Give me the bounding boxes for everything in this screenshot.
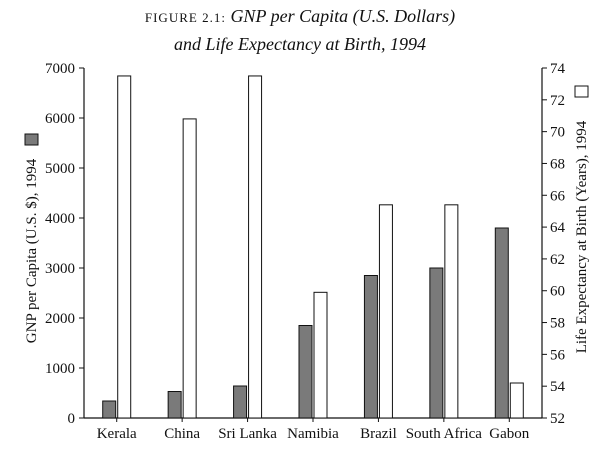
life-expectancy-bar: [182, 118, 197, 419]
left-tick-label: 2000: [45, 311, 75, 327]
right-tick-label: 62: [550, 252, 565, 268]
gnp-bar: [233, 385, 248, 419]
right-tick-label: 60: [550, 284, 565, 300]
x-tick-label: South Africa: [406, 426, 483, 442]
life-expectancy-bar: [248, 75, 263, 419]
right-tick-label: 58: [550, 316, 565, 332]
life-expectancy-bar: [444, 204, 459, 419]
right-tick-label: 68: [550, 156, 565, 172]
right-axis-label: Life Expectancy at Birth (Years), 1994: [574, 120, 590, 353]
right-tick-label: 72: [550, 93, 565, 109]
x-tick-label: China: [164, 426, 200, 442]
left-tick-label: 6000: [45, 111, 75, 127]
chart-subtitle: and Life Expectancy at Birth, 1994: [174, 34, 426, 54]
right-tick-label: 52: [550, 411, 565, 427]
chart-title-line-1: FIGURE 2.1: GNP per Capita (U.S. Dollars…: [0, 6, 600, 27]
life-expectancy-bar: [509, 382, 524, 419]
figure-label: FIGURE 2.1:: [144, 10, 226, 25]
right-tick-label: 54: [550, 379, 566, 395]
left-tick-label: 5000: [45, 161, 75, 177]
x-tick-label: Sri Lanka: [218, 426, 277, 442]
left-tick-label: 7000: [45, 61, 75, 77]
x-tick-label: Gabon: [489, 426, 529, 442]
right-tick-label: 70: [550, 125, 565, 141]
chart-title: GNP per Capita (U.S. Dollars): [230, 6, 456, 26]
left-tick-label: 4000: [45, 211, 75, 227]
life-expectancy-bar: [378, 204, 393, 419]
right-tick-label: 64: [550, 220, 566, 236]
right-axis-label-group: Life Expectancy at Birth (Years), 1994: [574, 85, 590, 353]
right-tick-label: 66: [550, 188, 566, 204]
gnp-legend-swatch: [24, 133, 39, 146]
right-tick-label: 56: [550, 347, 566, 363]
gnp-bar: [167, 391, 182, 419]
x-tick-label: Kerala: [97, 426, 137, 442]
life-expectancy-bar: [313, 291, 328, 419]
x-tick-label: Namibia: [287, 426, 339, 442]
left-axis-label-group: GNP per Capita (U.S. $), 1994: [24, 133, 40, 343]
left-tick-label: 1000: [45, 361, 75, 377]
left-tick-label: 0: [68, 411, 76, 427]
gnp-bar: [363, 275, 378, 419]
gnp-bar: [298, 325, 313, 419]
life-expectancy-legend-swatch: [574, 85, 589, 98]
gnp-bar: [494, 227, 509, 419]
x-tick-label: Brazil: [360, 426, 397, 442]
left-tick-label: 3000: [45, 261, 75, 277]
gnp-bar: [102, 400, 117, 419]
life-expectancy-bar: [117, 75, 132, 419]
left-axis-label: GNP per Capita (U.S. $), 1994: [24, 158, 40, 343]
right-tick-label: 74: [550, 61, 566, 77]
gnp-bar: [429, 267, 444, 419]
